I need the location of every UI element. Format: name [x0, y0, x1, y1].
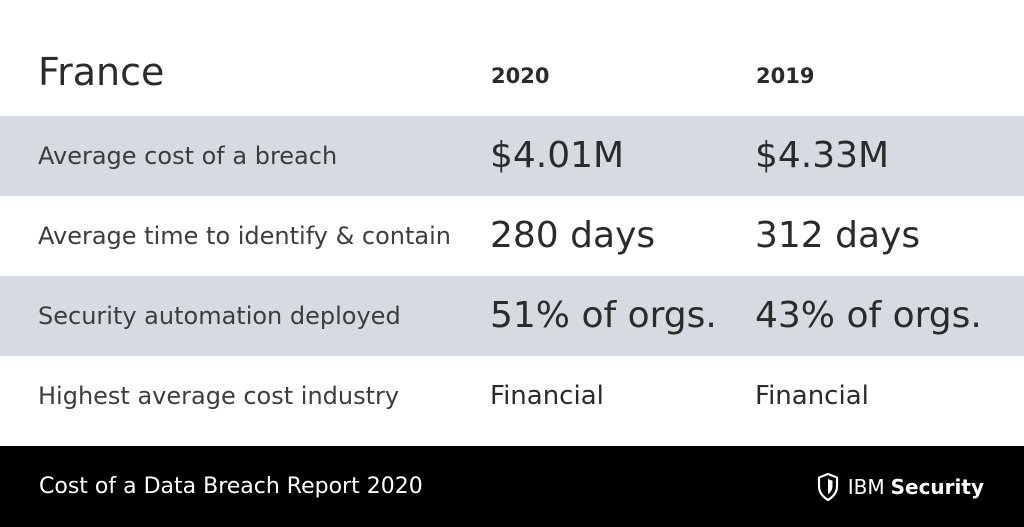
- table-row: Average cost of a breach $4.01M $4.33M: [0, 116, 1024, 196]
- value-2019: 43% of orgs.: [755, 295, 982, 336]
- row-label: Average cost of a breach: [38, 142, 338, 170]
- row-label: Average time to identify & contain: [38, 222, 452, 250]
- column-header-2020: 2020: [491, 64, 550, 88]
- shield-icon: [817, 473, 838, 501]
- value-2020: 280 days: [490, 215, 656, 256]
- brand-security: Security: [890, 475, 984, 499]
- value-2020: Financial: [490, 381, 604, 411]
- table-row: Average time to identify & contain 280 d…: [0, 196, 1024, 276]
- column-header-2019: 2019: [756, 64, 815, 88]
- table-header: France 2020 2019: [0, 0, 1024, 116]
- row-label: Highest average cost industry: [38, 382, 400, 410]
- report-title: Cost of a Data Breach Report 2020: [39, 474, 423, 499]
- value-2019: 312 days: [755, 215, 921, 256]
- value-2020: $4.01M: [490, 135, 625, 176]
- table-row: Security automation deployed 51% of orgs…: [0, 276, 1024, 356]
- row-label: Security automation deployed: [38, 302, 401, 330]
- value-2019: Financial: [755, 381, 869, 411]
- ibm-security-logo: IBM Security: [817, 472, 984, 502]
- value-2019: $4.33M: [755, 135, 890, 176]
- country-title: France: [38, 50, 165, 94]
- table-row: Highest average cost industry Financial …: [0, 356, 1024, 436]
- footer-bar: Cost of a Data Breach Report 2020 IBM Se…: [0, 446, 1024, 527]
- brand-ibm: IBM: [847, 475, 885, 499]
- value-2020: 51% of orgs.: [490, 295, 717, 336]
